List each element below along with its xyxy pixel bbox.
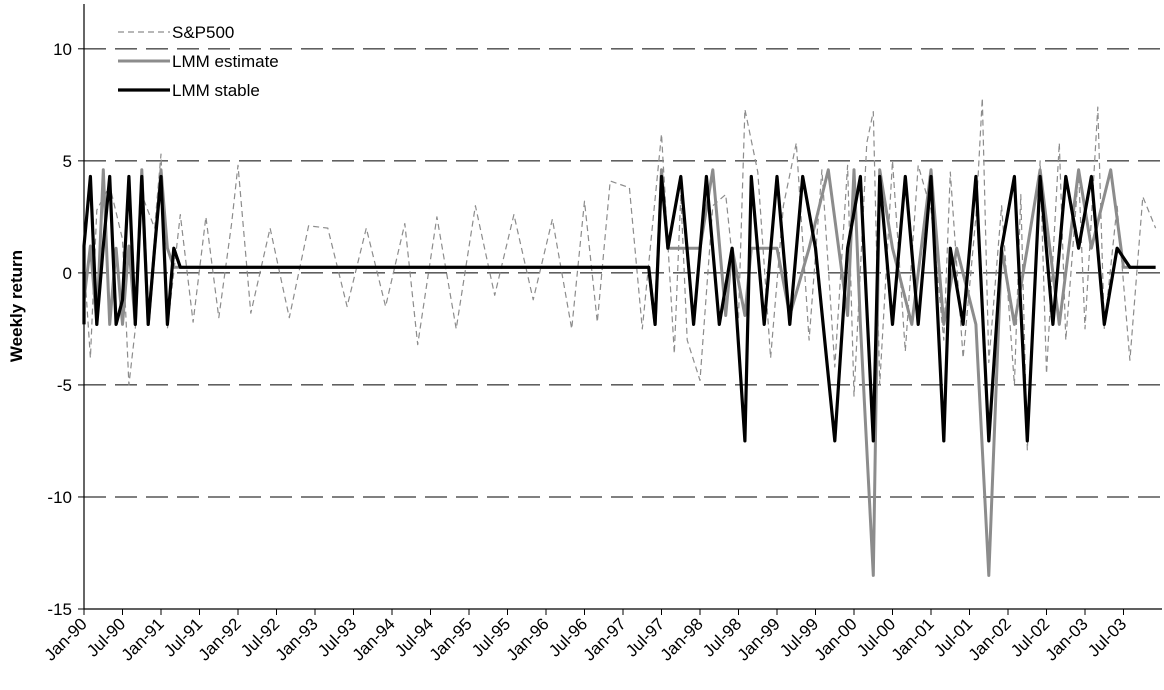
- x-tick-label: Jan-91: [118, 614, 168, 664]
- x-tick-label: Jan-92: [195, 614, 245, 664]
- legend-label: LMM stable: [172, 81, 260, 100]
- grid-lines: [84, 48, 1162, 498]
- y-tick-label: -10: [47, 488, 72, 507]
- x-tick-label: Jan-97: [580, 614, 630, 664]
- y-tick-label: -15: [47, 600, 72, 619]
- series-line-3: [82, 174, 1156, 443]
- y-tick-label: 0: [63, 264, 72, 283]
- axes: -15-10-50510Jan-90Jul-90Jan-91Jul-91Jan-…: [41, 4, 1162, 665]
- x-tick-label: Jan-98: [657, 614, 707, 664]
- y-tick-label: -5: [57, 376, 72, 395]
- x-tick-label: Jan-03: [1042, 614, 1092, 664]
- y-tick-label: 10: [53, 40, 72, 59]
- y-tick-label: 5: [63, 152, 72, 171]
- legend-label: S&P500: [172, 23, 234, 42]
- x-tick-label: Jan-94: [349, 614, 399, 664]
- series-lines: [82, 97, 1157, 577]
- x-tick-label: Jan-02: [965, 614, 1015, 664]
- y-axis-title: Weekly return: [7, 250, 26, 362]
- x-tick-label: Jan-95: [426, 614, 476, 664]
- x-tick-label: Jan-99: [734, 614, 784, 664]
- legend: S&P500 LMM estimate LMM stable: [118, 23, 279, 100]
- x-tick-label: Jan-00: [811, 614, 861, 664]
- x-tick-label: Jan-01: [888, 614, 938, 664]
- x-tick-label: Jan-93: [272, 614, 322, 664]
- x-tick-label: Jul-03: [1084, 614, 1130, 660]
- legend-label: LMM estimate: [172, 52, 279, 71]
- x-tick-label: Jan-96: [503, 614, 553, 664]
- x-tick-label: Jan-90: [41, 614, 91, 664]
